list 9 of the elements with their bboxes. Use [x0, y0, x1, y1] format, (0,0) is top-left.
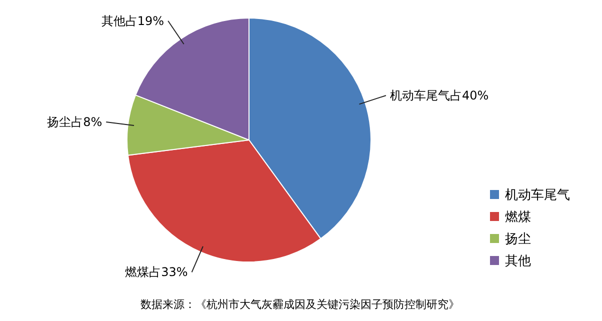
data-label: 扬尘占8%: [47, 114, 102, 129]
source-note: 数据来源：《杭州市大气灰霾成因及关键污染因子预防控制研究》: [140, 298, 460, 311]
data-label: 其他占19%: [101, 14, 164, 28]
legend-label: 燃煤: [505, 210, 531, 225]
legend-label: 其他: [505, 254, 531, 269]
legend-label: 机动车尾气: [505, 188, 570, 203]
data-label: 燃煤占33%: [125, 265, 188, 280]
legend-label: 扬尘: [505, 232, 531, 247]
data-label: 机动车尾气占40%: [390, 88, 489, 102]
